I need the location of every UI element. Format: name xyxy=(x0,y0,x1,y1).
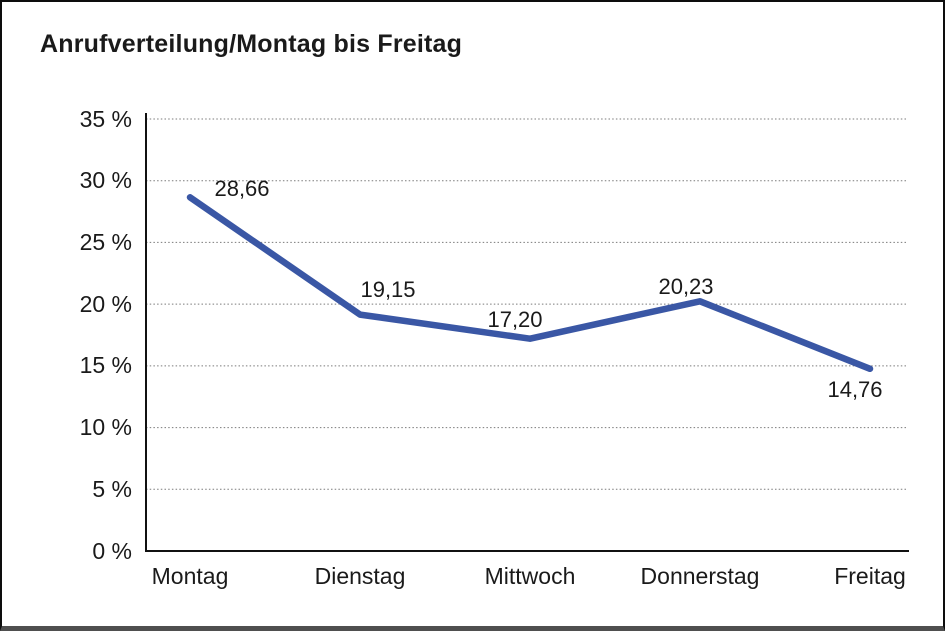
y-axis-tick-label: 10 % xyxy=(79,414,132,440)
y-axis-tick-label: 25 % xyxy=(79,229,132,255)
y-axis-tick-label: 15 % xyxy=(79,352,132,378)
y-axis-tick-label: 35 % xyxy=(79,106,132,132)
x-axis-category-label: Freitag xyxy=(834,563,906,589)
y-axis-tick-label: 30 % xyxy=(79,167,132,193)
x-axis-category-label: Dienstag xyxy=(314,563,406,589)
y-axis-tick-label: 5 % xyxy=(92,476,132,502)
x-axis-category-label: Donnerstag xyxy=(640,563,760,589)
y-axis-tick-label: 0 % xyxy=(92,538,132,564)
data-series-line xyxy=(186,194,874,373)
chart-title: Anrufverteilung/Montag bis Freitag xyxy=(40,30,463,58)
x-axis-category-label: Montag xyxy=(151,563,229,589)
data-point-value-label: 17,20 xyxy=(487,307,543,332)
y-axis-tick-label: 20 % xyxy=(79,291,132,317)
data-point-value-label: 28,66 xyxy=(214,176,270,201)
x-axis-category-label: Mittwoch xyxy=(484,563,576,589)
data-point-value-label: 20,23 xyxy=(658,274,714,299)
data-point-value-label: 14,76 xyxy=(827,377,883,402)
data-point-value-label: 19,15 xyxy=(360,277,416,302)
